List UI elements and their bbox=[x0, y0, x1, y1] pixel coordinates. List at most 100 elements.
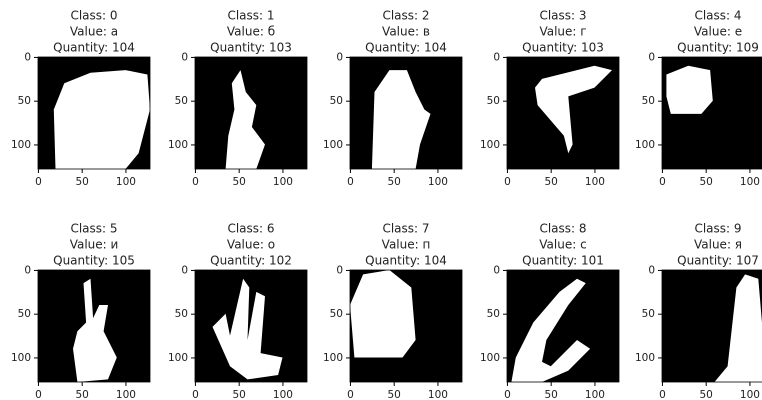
x-tick-label: 50 bbox=[233, 176, 246, 188]
x-tick-label: 100 bbox=[585, 389, 605, 400]
x-tick-label: 100 bbox=[116, 389, 136, 400]
y-tick-label: 50 bbox=[330, 308, 343, 320]
x-tick-label: 50 bbox=[233, 389, 246, 400]
x-tick-label: 50 bbox=[545, 176, 558, 188]
subplot-title: Class: 2 bbox=[382, 9, 429, 23]
hand-silhouette bbox=[666, 66, 712, 114]
subplot: Class: 6 Value: о Quantity: 102 0 50 100 0 50 10… bbox=[168, 222, 307, 400]
hand-silhouette bbox=[54, 70, 150, 169]
subplot-title: Quantity: 103 bbox=[522, 41, 604, 55]
x-tick-label: 100 bbox=[428, 389, 448, 400]
y-tick-label: 50 bbox=[175, 308, 188, 320]
x-tick-label: 50 bbox=[700, 176, 713, 188]
y-tick-label: 50 bbox=[642, 95, 655, 107]
y-tick-label: 100 bbox=[480, 352, 500, 364]
y-tick-label: 0 bbox=[336, 264, 343, 276]
subplot-title: Class: 1 bbox=[227, 9, 274, 23]
x-tick-label: 50 bbox=[388, 389, 401, 400]
y-tick-label: 100 bbox=[635, 352, 655, 364]
y-tick-label: 100 bbox=[635, 139, 655, 151]
y-tick-label: 0 bbox=[336, 51, 343, 63]
subplot-title: Class: 0 bbox=[70, 9, 117, 23]
subplot-title: Value: и bbox=[70, 238, 119, 252]
x-tick-label: 50 bbox=[545, 389, 558, 400]
y-tick-label: 100 bbox=[168, 352, 188, 364]
subplot-title: Class: 9 bbox=[694, 222, 741, 236]
subplot-title: Quantity: 104 bbox=[365, 254, 447, 268]
subplot: Class: 7 Value: п Quantity: 104 0 50 100 0 50 10… bbox=[323, 222, 462, 400]
hand-silhouette bbox=[350, 270, 416, 358]
y-tick-label: 0 bbox=[493, 264, 500, 276]
x-tick-label: 100 bbox=[273, 176, 293, 188]
y-tick-label: 0 bbox=[181, 51, 188, 63]
y-tick-label: 0 bbox=[493, 51, 500, 63]
x-tick-label: 100 bbox=[740, 389, 760, 400]
y-tick-label: 100 bbox=[323, 352, 343, 364]
subplot-title: Class: 6 bbox=[227, 222, 274, 236]
y-tick-label: 0 bbox=[648, 264, 655, 276]
x-tick-label: 100 bbox=[428, 176, 448, 188]
y-tick-label: 0 bbox=[181, 264, 188, 276]
subplot-title: Class: 4 bbox=[694, 9, 741, 23]
figure: Class: 0 Value: а Quantity: 104 0 50 100 0 50 10… bbox=[0, 0, 762, 400]
y-tick-label: 100 bbox=[11, 352, 31, 364]
x-tick-label: 0 bbox=[35, 176, 42, 188]
subplot-title: Value: б bbox=[227, 25, 275, 39]
subplot: Class: 8 Value: с Quantity: 101 0 50 100 0 50 10… bbox=[480, 222, 619, 400]
subplot: Class: 1 Value: б Quantity: 103 0 50 100 0 50 10… bbox=[168, 9, 307, 189]
x-tick-label: 0 bbox=[347, 389, 354, 400]
subplot-title: Quantity: 104 bbox=[365, 41, 447, 55]
subplot-title: Value: п bbox=[382, 238, 431, 252]
y-tick-label: 50 bbox=[487, 95, 500, 107]
y-tick-label: 0 bbox=[24, 264, 31, 276]
y-tick-label: 50 bbox=[330, 95, 343, 107]
x-tick-label: 50 bbox=[700, 389, 713, 400]
subplot-title: Quantity: 101 bbox=[522, 254, 604, 268]
y-tick-label: 50 bbox=[18, 308, 31, 320]
x-tick-label: 100 bbox=[740, 176, 760, 188]
subplot-title: Value: в bbox=[382, 25, 430, 39]
subplot-title: Value: а bbox=[70, 25, 118, 39]
x-tick-label: 100 bbox=[116, 176, 136, 188]
x-tick-label: 0 bbox=[504, 389, 511, 400]
y-tick-label: 50 bbox=[175, 95, 188, 107]
subplot-title: Value: г bbox=[539, 25, 586, 39]
x-tick-label: 0 bbox=[35, 389, 42, 400]
x-tick-label: 50 bbox=[76, 176, 89, 188]
y-tick-label: 100 bbox=[168, 139, 188, 151]
x-tick-label: 0 bbox=[659, 176, 666, 188]
x-tick-label: 100 bbox=[273, 389, 293, 400]
x-tick-label: 50 bbox=[388, 176, 401, 188]
x-tick-label: 0 bbox=[659, 389, 666, 400]
y-tick-label: 50 bbox=[18, 95, 31, 107]
subplot-title: Class: 7 bbox=[382, 222, 429, 236]
x-tick-label: 0 bbox=[504, 176, 511, 188]
x-tick-label: 0 bbox=[347, 176, 354, 188]
subplot-title: Quantity: 109 bbox=[677, 41, 759, 55]
page: Class: 0 Value: а Quantity: 104 0 50 100 0 50 10… bbox=[0, 0, 762, 400]
y-tick-label: 0 bbox=[648, 51, 655, 63]
subplot-title: Quantity: 107 bbox=[677, 254, 759, 268]
y-tick-label: 0 bbox=[24, 51, 31, 63]
subplot-title: Quantity: 105 bbox=[53, 254, 135, 268]
x-tick-label: 0 bbox=[192, 389, 199, 400]
x-tick-label: 0 bbox=[192, 176, 199, 188]
subplot-title: Value: е bbox=[694, 25, 742, 39]
y-tick-label: 50 bbox=[487, 308, 500, 320]
subplot-title: Quantity: 102 bbox=[210, 254, 292, 268]
y-tick-label: 100 bbox=[480, 139, 500, 151]
subplot: Class: 4 Value: е Quantity: 109 0 50 100 0 50 10… bbox=[635, 9, 762, 189]
x-tick-label: 50 bbox=[76, 389, 89, 400]
subplot: Class: 2 Value: в Quantity: 104 0 50 100 0 50 10… bbox=[323, 9, 462, 189]
subplot-title: Quantity: 104 bbox=[53, 41, 135, 55]
subplot-title: Value: о bbox=[227, 238, 275, 252]
subplot-title: Quantity: 103 bbox=[210, 41, 292, 55]
y-tick-label: 100 bbox=[323, 139, 343, 151]
subplot-title: Class: 8 bbox=[539, 222, 586, 236]
subplot-title: Value: с bbox=[539, 238, 586, 252]
subplot-title: Value: я bbox=[694, 238, 742, 252]
